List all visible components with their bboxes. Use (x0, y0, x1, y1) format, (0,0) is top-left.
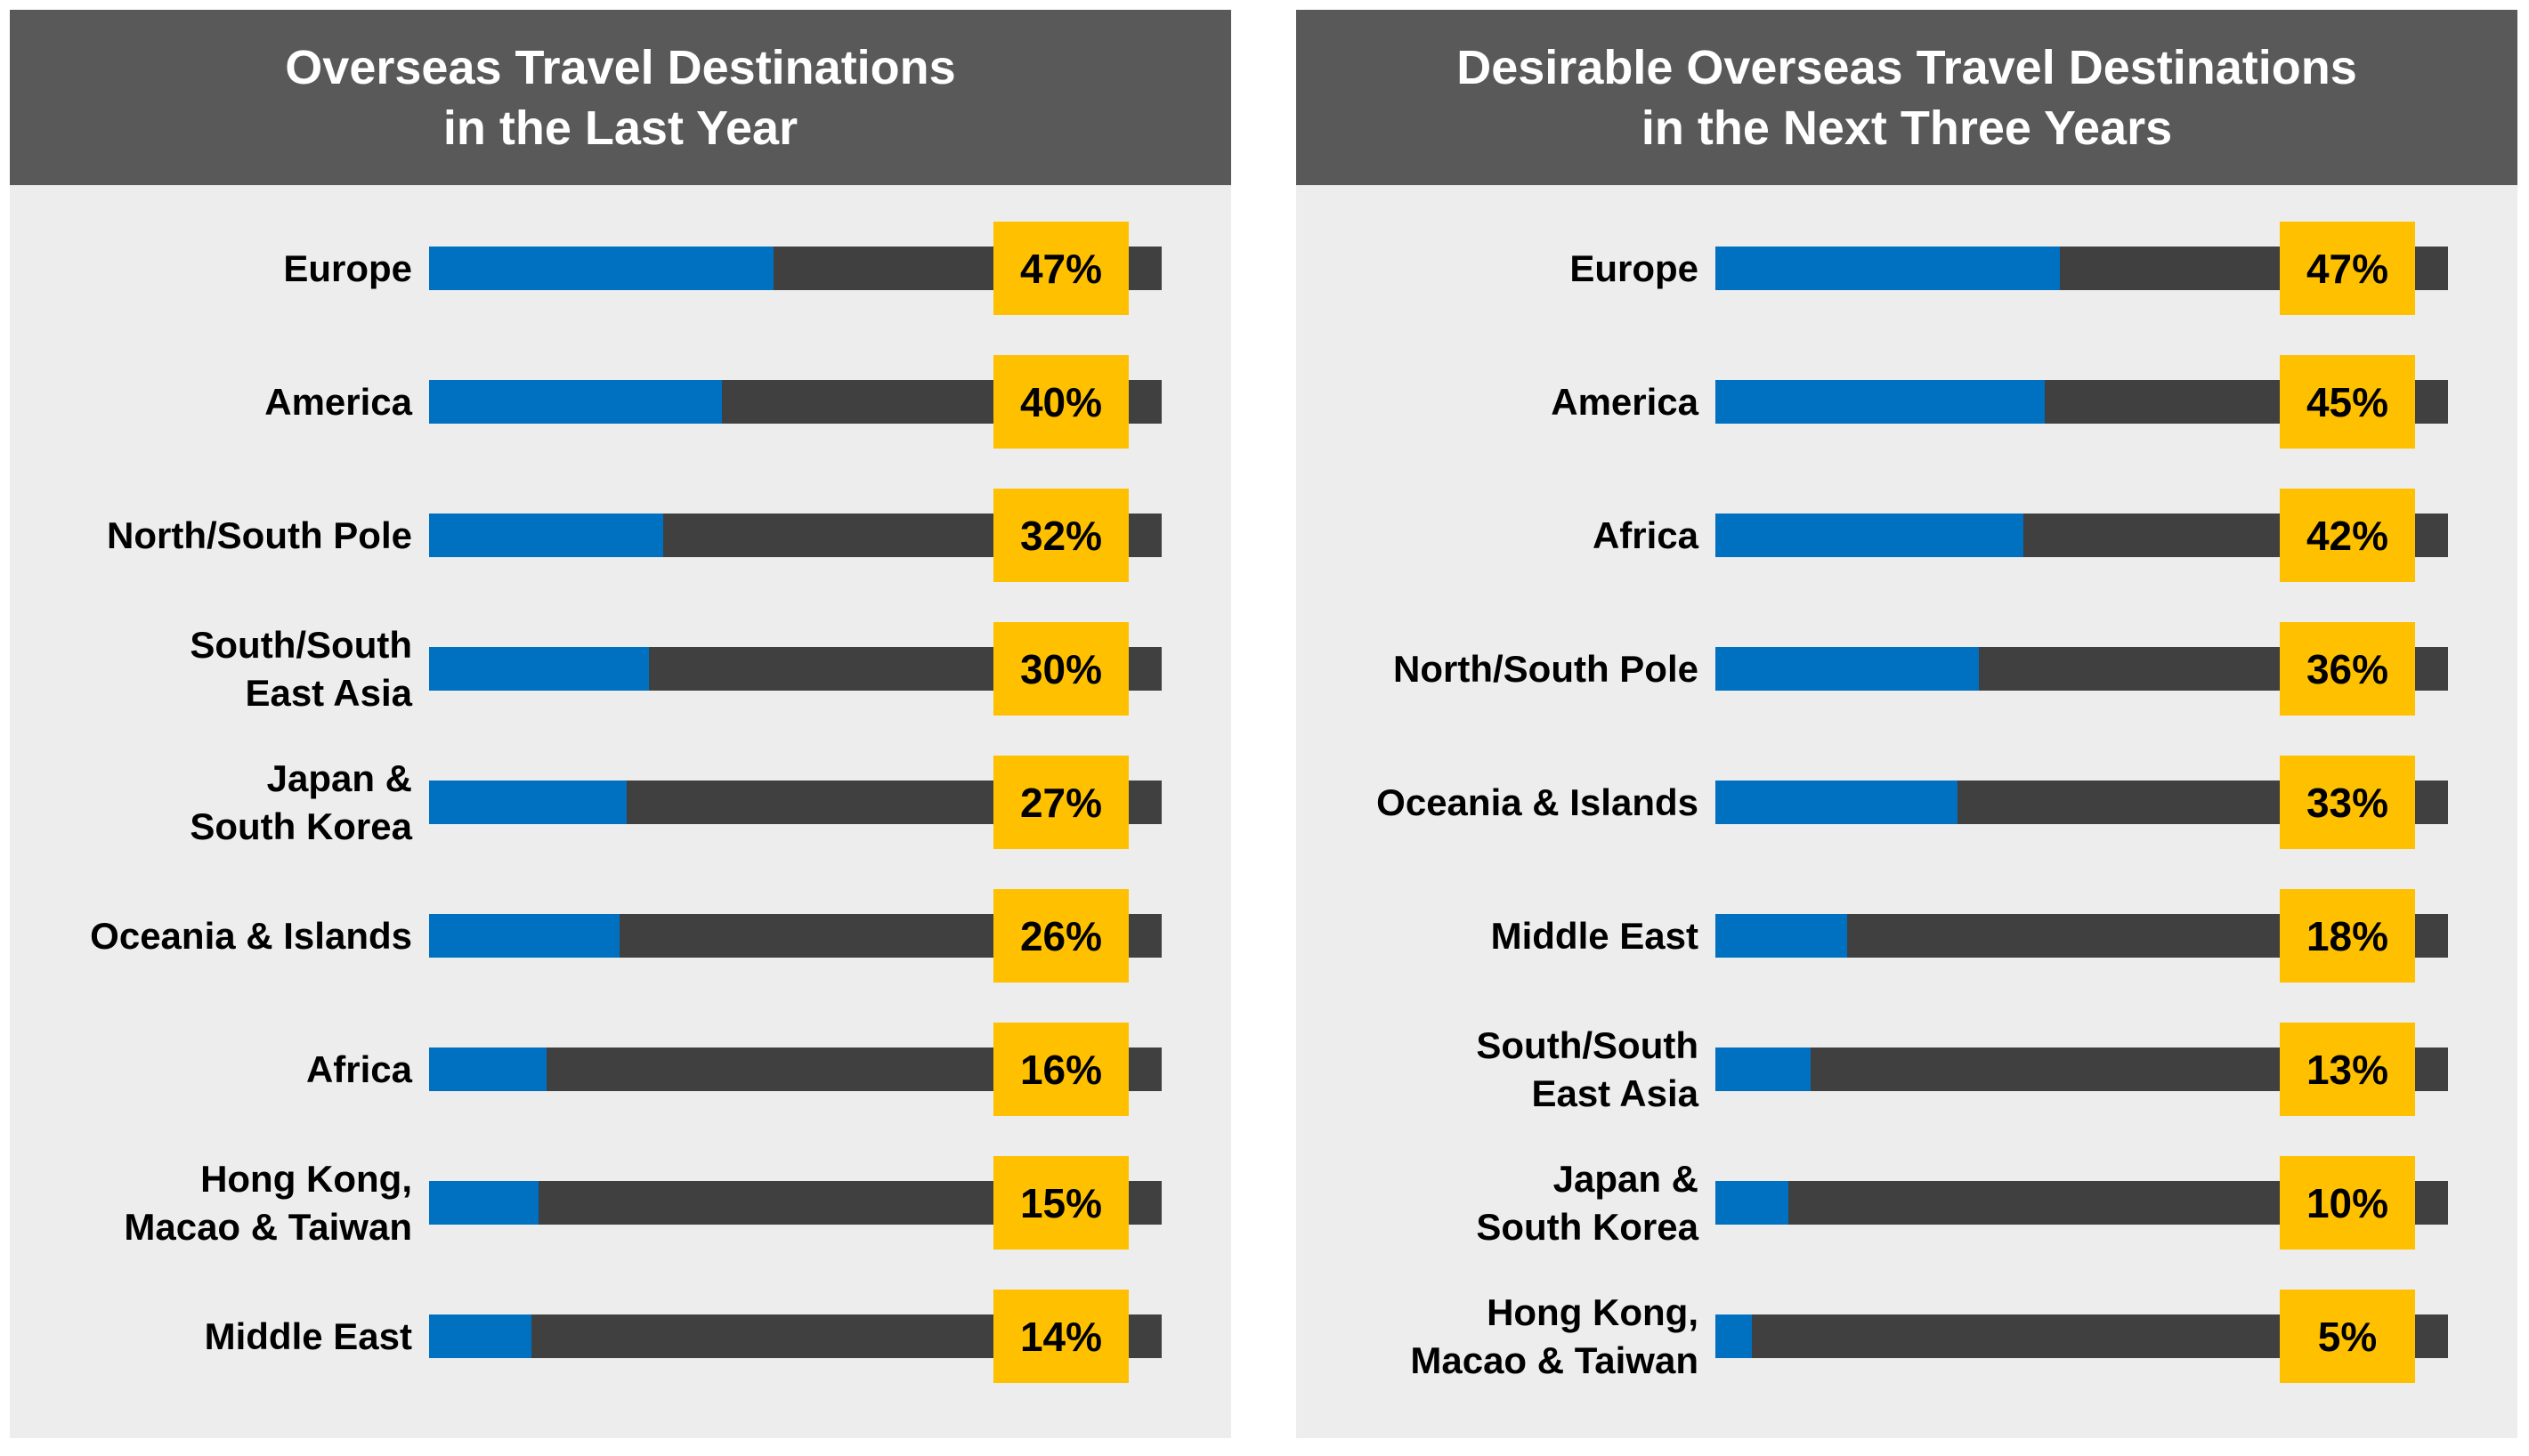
value-label: 27% (993, 756, 1129, 849)
value-label: 40% (993, 355, 1129, 449)
bar-row: Oceania & Islands 33% (1296, 756, 2517, 849)
bar (1715, 781, 1958, 824)
value-label: 10% (2280, 1156, 2415, 1250)
value-label: 30% (993, 622, 1129, 716)
bar (1715, 647, 1980, 691)
category-label: Middle East (1490, 914, 1698, 957)
bar-row: South/South East Asia 13% (1296, 1023, 2517, 1116)
bar (429, 1181, 539, 1225)
value-label: 47% (2280, 222, 2415, 315)
category-label: Oceania & Islands (90, 914, 412, 957)
category-label: Oceania & Islands (1376, 781, 1698, 823)
value-label: 33% (2280, 756, 2415, 849)
bar (429, 1048, 547, 1091)
bar (1715, 1048, 1811, 1091)
bar (1715, 514, 2023, 557)
bar-row: America 45% (1296, 355, 2517, 449)
bar-row: America 40% (10, 355, 1231, 449)
bar (429, 514, 664, 557)
bar (1715, 247, 2060, 290)
bar-row: Japan & South Korea 27% (10, 756, 1231, 849)
value-label: 47% (993, 222, 1129, 315)
value-label: 42% (2280, 489, 2415, 582)
value-label: 26% (993, 889, 1129, 983)
bar (1715, 914, 1848, 958)
chart-title: Desirable Overseas Travel Destinations in… (1296, 10, 2517, 185)
value-label: 5% (2280, 1290, 2415, 1383)
bar-row: Hong Kong, Macao & Taiwan 5% (1296, 1290, 2517, 1383)
bar-row: Japan & South Korea 10% (1296, 1156, 2517, 1250)
chart-title: Overseas Travel Destinations in the Last … (10, 10, 1231, 185)
category-label: America (1551, 380, 1698, 423)
category-label: South/South East Asia (190, 623, 412, 714)
bar-row: Middle East 14% (10, 1290, 1231, 1383)
category-label: North/South Pole (1393, 647, 1698, 690)
value-label: 14% (993, 1290, 1129, 1383)
bar (429, 247, 774, 290)
bar (429, 380, 723, 424)
value-label: 32% (993, 489, 1129, 582)
bar-row: Oceania & Islands 26% (10, 889, 1231, 983)
bar (429, 647, 649, 691)
bar-row: North/South Pole 36% (1296, 622, 2517, 716)
bar-row: South/South East Asia 30% (10, 622, 1231, 716)
category-label: Middle East (204, 1314, 412, 1357)
category-label: Japan & South Korea (190, 756, 412, 847)
category-label: Japan & South Korea (1476, 1157, 1698, 1248)
category-label: Europe (1569, 247, 1698, 289)
bar (429, 781, 628, 824)
bar-row: Hong Kong, Macao & Taiwan 15% (10, 1156, 1231, 1250)
category-label: Europe (283, 247, 412, 289)
value-label: 16% (993, 1023, 1129, 1116)
bar-row: Europe 47% (10, 222, 1231, 315)
category-label: Hong Kong, Macao & Taiwan (1410, 1290, 1698, 1381)
value-label: 13% (2280, 1023, 2415, 1116)
category-label: Africa (1592, 514, 1698, 556)
category-label: North/South Pole (107, 514, 412, 556)
category-label: Hong Kong, Macao & Taiwan (124, 1157, 412, 1248)
value-label: 36% (2280, 622, 2415, 716)
bar (1715, 380, 2046, 424)
bar-row: Africa 16% (10, 1023, 1231, 1116)
bar-row: Europe 47% (1296, 222, 2517, 315)
chart-panel-next-three-years: Desirable Overseas Travel Destinations in… (1296, 10, 2517, 1438)
bar (429, 914, 620, 958)
category-label: Africa (305, 1048, 412, 1090)
bar (429, 1314, 532, 1358)
value-label: 45% (2280, 355, 2415, 449)
bar (1715, 1314, 1753, 1358)
bar-row: Middle East 18% (1296, 889, 2517, 983)
bar-track (1715, 380, 2448, 424)
category-label: South/South East Asia (1476, 1023, 1698, 1114)
bar-row: North/South Pole 32% (10, 489, 1231, 582)
category-label: America (264, 380, 412, 423)
value-label: 18% (2280, 889, 2415, 983)
chart-panel-last-year: Overseas Travel Destinations in the Last … (10, 10, 1231, 1438)
bar (1715, 1181, 1789, 1225)
bar-row: Africa 42% (1296, 489, 2517, 582)
value-label: 15% (993, 1156, 1129, 1250)
